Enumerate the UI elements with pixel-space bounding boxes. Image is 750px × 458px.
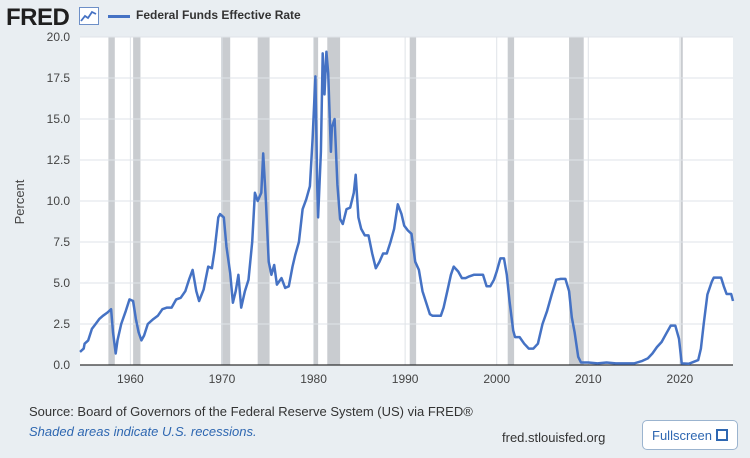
source-text: Source: Board of Governors of the Federa…	[29, 404, 473, 419]
x-tick-label-2: 1980	[300, 372, 327, 386]
expand-corners-icon	[715, 429, 728, 441]
site-url-link[interactable]: fred.stlouisfed.org	[502, 430, 606, 445]
y-tick-label-0: 0.0	[53, 358, 70, 372]
legend-label: Federal Funds Effective Rate	[136, 8, 301, 22]
line-chart: 0.0 2.5 5.0 7.5 10.0 12.5 15.0 17.5 20.0 1960 197…	[12, 30, 735, 386]
y-tick-label-5: 12.5	[47, 153, 71, 167]
x-tick-label-6: 2020	[667, 372, 694, 386]
fullscreen-label: Fullscreen	[652, 427, 712, 443]
trend-line-icon	[79, 7, 99, 25]
y-axis-label: Percent	[12, 179, 27, 224]
y-tick-label-1: 2.5	[53, 317, 70, 331]
chart-header: FRED Federal Funds Effective Rate	[0, 0, 750, 34]
recession-note: Shaded areas indicate U.S. recessions.	[29, 424, 257, 439]
y-tick-label-3: 7.5	[53, 235, 70, 249]
y-tick-labels: 0.0 2.5 5.0 7.5 10.0 12.5 15.0 17.5 20.0	[47, 30, 71, 372]
x-tick-label-0: 1960	[117, 372, 144, 386]
series-line-federal-funds-rate	[79, 50, 735, 365]
x-tick-label-1: 1970	[209, 372, 236, 386]
x-tick-label-5: 2010	[575, 372, 602, 386]
y-tick-label-2: 5.0	[53, 276, 70, 290]
fred-logo[interactable]: FRED	[6, 4, 70, 31]
legend-swatch	[108, 15, 130, 18]
y-tick-label-4: 10.0	[47, 194, 71, 208]
y-tick-label-8: 20.0	[47, 30, 71, 44]
y-tick-label-6: 15.0	[47, 112, 71, 126]
x-tick-label-4: 2000	[483, 372, 510, 386]
fullscreen-button[interactable]: Fullscreen	[642, 420, 738, 450]
x-tick-label-3: 1990	[392, 372, 419, 386]
y-tick-label-7: 17.5	[47, 71, 71, 85]
x-tick-labels: 1960 1970 1980 1990 2000 2010 2020	[117, 372, 694, 386]
